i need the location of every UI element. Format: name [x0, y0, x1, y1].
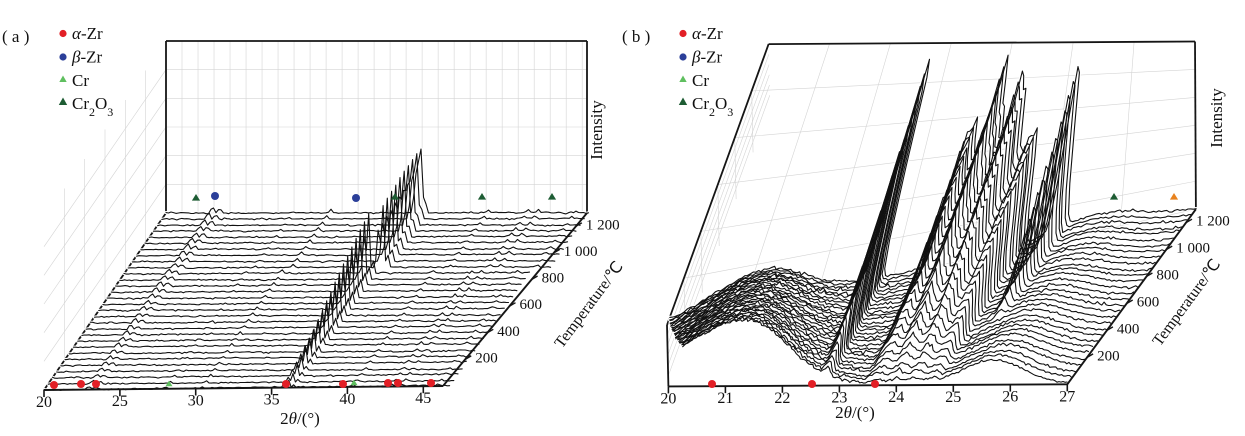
svg-text:40: 40 — [339, 391, 355, 408]
svg-text:400: 400 — [497, 324, 520, 340]
svg-text:21: 21 — [717, 390, 733, 407]
svg-text:1 000: 1 000 — [1176, 241, 1210, 257]
svg-text:200: 200 — [1097, 348, 1120, 364]
svg-text:2θ/(°): 2θ/(°) — [280, 409, 320, 428]
svg-text:20: 20 — [36, 394, 52, 411]
svg-text:α-Zr: α-Zr — [72, 24, 103, 43]
svg-text:β-Zr: β-Zr — [71, 48, 103, 67]
svg-text:22: 22 — [774, 390, 790, 407]
svg-text:( b ): ( b ) — [622, 27, 650, 46]
svg-text:200: 200 — [475, 350, 498, 366]
svg-text:26: 26 — [1002, 389, 1018, 406]
svg-text:Intensity: Intensity — [587, 100, 606, 160]
svg-text:600: 600 — [520, 297, 543, 313]
svg-text:β-Zr: β-Zr — [691, 48, 723, 67]
svg-text:27: 27 — [1059, 388, 1075, 405]
svg-text:35: 35 — [264, 392, 280, 409]
svg-text:1 000: 1 000 — [564, 244, 598, 260]
svg-text:24: 24 — [888, 389, 904, 406]
svg-text:30: 30 — [188, 393, 204, 410]
svg-text:Cr: Cr — [692, 71, 709, 90]
svg-text:800: 800 — [542, 271, 565, 287]
svg-text:( a ): ( a ) — [2, 27, 29, 46]
svg-text:45: 45 — [415, 390, 431, 407]
svg-text:Cr: Cr — [72, 71, 89, 90]
svg-text:600: 600 — [1137, 295, 1160, 311]
svg-text:2θ/(°): 2θ/(°) — [835, 403, 875, 422]
svg-text:Intensity: Intensity — [1207, 88, 1226, 148]
svg-text:1 200: 1 200 — [586, 217, 620, 233]
svg-text:α-Zr: α-Zr — [692, 24, 723, 43]
svg-text:400: 400 — [1117, 321, 1140, 337]
svg-text:800: 800 — [1156, 268, 1179, 284]
svg-text:25: 25 — [945, 389, 961, 406]
svg-text:1 200: 1 200 — [1196, 214, 1230, 230]
svg-text:25: 25 — [112, 393, 128, 410]
svg-text:20: 20 — [660, 390, 676, 407]
